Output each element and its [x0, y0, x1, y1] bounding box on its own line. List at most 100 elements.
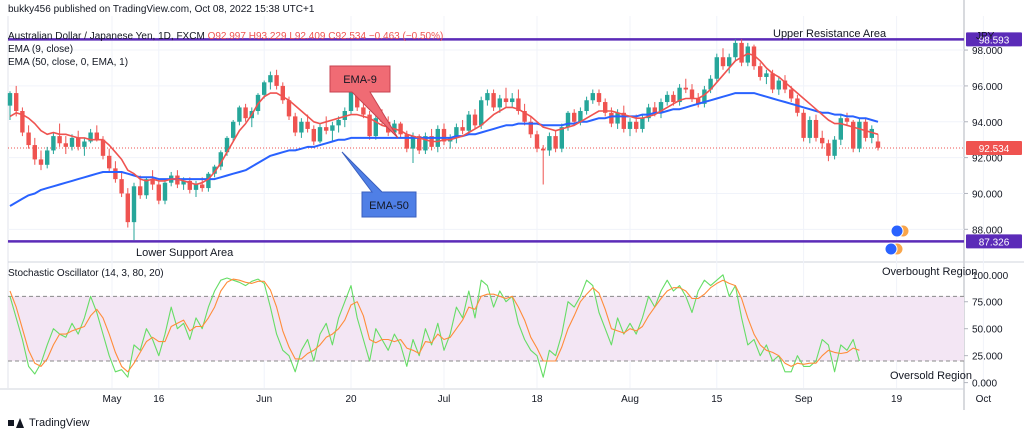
- candle-body-bear[interactable]: [522, 111, 527, 122]
- candle-body-bear[interactable]: [63, 143, 68, 147]
- candle-body-bear[interactable]: [441, 128, 447, 142]
- candle-body-bear[interactable]: [689, 89, 695, 99]
- candle-body-bear[interactable]: [361, 107, 366, 115]
- candle-body-bull[interactable]: [745, 46, 750, 63]
- candle-body-bull[interactable]: [131, 186, 137, 223]
- candle-body-bear[interactable]: [503, 98, 509, 103]
- candle-body-bear[interactable]: [200, 184, 205, 189]
- candle-body-bear[interactable]: [863, 121, 868, 138]
- candle-body-bull[interactable]: [237, 107, 242, 122]
- candle-body-bear[interactable]: [20, 111, 25, 133]
- candle-body-bear[interactable]: [94, 132, 99, 140]
- candle-body-bear[interactable]: [14, 93, 19, 112]
- candle-body-bear[interactable]: [243, 107, 248, 119]
- candle-body-bull[interactable]: [764, 73, 769, 77]
- candle-body-bull[interactable]: [373, 118, 378, 137]
- candle-body-bear[interactable]: [516, 98, 521, 112]
- candle-body-bull[interactable]: [82, 141, 87, 147]
- candle-body-bull[interactable]: [206, 173, 211, 189]
- candle-body-bear[interactable]: [572, 112, 577, 122]
- candle-body-bear[interactable]: [311, 128, 316, 142]
- candle-body-bear[interactable]: [683, 87, 688, 90]
- candle-body-bull[interactable]: [454, 127, 459, 138]
- candle-body-bear[interactable]: [76, 137, 81, 147]
- candle-body-bull[interactable]: [88, 132, 93, 142]
- candle-body-bear[interactable]: [113, 168, 118, 180]
- candle-body-bull[interactable]: [702, 89, 707, 104]
- candle-body-bull[interactable]: [330, 125, 335, 131]
- candle-body-bull[interactable]: [807, 119, 812, 138]
- candle-body-bull[interactable]: [485, 93, 490, 101]
- candle-body-bull[interactable]: [640, 118, 645, 129]
- candle-body-bull[interactable]: [231, 121, 236, 138]
- candle-body-bear[interactable]: [553, 136, 558, 149]
- oscillator-legend[interactable]: Stochastic Oscillator (14, 3, 80, 20): [8, 268, 164, 279]
- candle-body-bull[interactable]: [51, 136, 56, 151]
- candle-body-bear[interactable]: [596, 93, 602, 103]
- candle-body-bull[interactable]: [336, 119, 341, 126]
- event-marker-blue[interactable]: [884, 242, 898, 256]
- candle-body-bear[interactable]: [621, 112, 626, 129]
- candle-body-bull[interactable]: [317, 127, 323, 142]
- candle-body-bear[interactable]: [603, 102, 608, 113]
- candle-body-bear[interactable]: [156, 184, 161, 201]
- candle-body-bear[interactable]: [26, 132, 31, 146]
- candle-body-bull[interactable]: [224, 137, 230, 153]
- candle-body-bear[interactable]: [671, 94, 676, 103]
- candle-body-bear[interactable]: [404, 134, 409, 149]
- candle-body-bear[interactable]: [187, 180, 192, 190]
- candle-body-bear[interactable]: [38, 159, 44, 165]
- candle-body-bear[interactable]: [720, 57, 726, 67]
- candle-body-bear[interactable]: [367, 114, 372, 137]
- candle-body-bull[interactable]: [212, 166, 217, 174]
- candle-body-bear[interactable]: [460, 127, 465, 131]
- candle-body-bear[interactable]: [534, 134, 540, 149]
- candle-body-bull[interactable]: [578, 111, 583, 122]
- candle-body-bull[interactable]: [708, 78, 713, 90]
- candle-body-bull[interactable]: [646, 107, 651, 119]
- ema9-legend[interactable]: EMA (9, close): [8, 44, 73, 55]
- candle-body-bear[interactable]: [696, 98, 701, 104]
- candle-body-bear[interactable]: [107, 155, 112, 169]
- candle-body-bull[interactable]: [627, 121, 633, 129]
- candle-body-bear[interactable]: [820, 137, 825, 144]
- candle-body-bear[interactable]: [813, 119, 819, 138]
- candle-body-bear[interactable]: [125, 193, 130, 223]
- candle-body-bear[interactable]: [398, 123, 403, 135]
- candle-body-bear[interactable]: [758, 66, 763, 77]
- candle-body-bear[interactable]: [770, 73, 775, 90]
- candle-body-bear[interactable]: [875, 141, 881, 148]
- candle-body-bear[interactable]: [472, 114, 478, 126]
- candle-body-bull[interactable]: [392, 123, 397, 133]
- candle-body-bear[interactable]: [286, 100, 292, 117]
- candle-body-bear[interactable]: [528, 121, 533, 135]
- candle-body-bear[interactable]: [293, 116, 298, 133]
- candle-body-bear[interactable]: [417, 136, 422, 151]
- candle-body-bull[interactable]: [615, 112, 620, 124]
- candle-body-bull[interactable]: [584, 100, 589, 112]
- candle-body-bull[interactable]: [348, 87, 354, 112]
- candle-body-bear[interactable]: [634, 121, 639, 129]
- candle-body-bull[interactable]: [547, 136, 552, 151]
- candle-body-bear[interactable]: [119, 179, 124, 194]
- candle-body-bull[interactable]: [69, 137, 75, 147]
- candle-body-bear[interactable]: [280, 85, 285, 101]
- ema50-legend[interactable]: EMA (50, close, 0, EMA, 1): [8, 57, 128, 68]
- stoch-d-line[interactable]: [9, 278, 860, 373]
- candle-body-bull[interactable]: [262, 82, 267, 95]
- candle-body-bear[interactable]: [801, 112, 806, 138]
- candle-body-bull[interactable]: [733, 42, 738, 58]
- candle-body-bull[interactable]: [714, 57, 719, 79]
- candle-body-bull[interactable]: [857, 121, 862, 149]
- candle-body-bull[interactable]: [162, 182, 168, 201]
- candle-body-bear[interactable]: [150, 179, 155, 185]
- candle-body-bear[interactable]: [609, 112, 614, 124]
- ema9-line[interactable]: [9, 52, 879, 186]
- candle-body-bear[interactable]: [851, 121, 856, 149]
- candle-body-bull[interactable]: [559, 127, 564, 149]
- candle-body-bull[interactable]: [466, 114, 471, 131]
- candle-body-bull[interactable]: [268, 75, 273, 83]
- candle-body-bull[interactable]: [218, 152, 223, 167]
- candle-body-bull[interactable]: [7, 93, 13, 106]
- candle-body-bear[interactable]: [305, 121, 310, 129]
